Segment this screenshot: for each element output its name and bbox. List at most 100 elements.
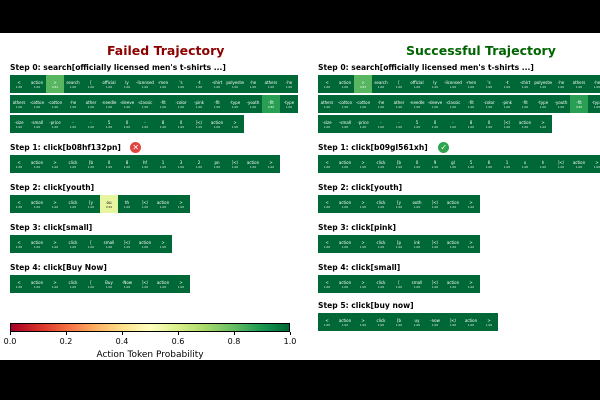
token-text: 1 <box>505 159 509 165</box>
token-probability: 1.00 <box>231 104 239 109</box>
token-cell: ]</1.00 <box>552 155 570 173</box>
token-cell: >1.00 <box>226 115 244 133</box>
token-probability: 1.00 <box>123 84 131 89</box>
token-probability: 1.00 <box>33 204 41 209</box>
token-probability: 1.00 <box>231 124 239 129</box>
token-cell: -shirt 1.00 <box>208 75 226 93</box>
token-probability: 1.00 <box>177 104 185 109</box>
token-cell: click 1.00 <box>372 155 390 173</box>
token-cell: action 1.00 <box>516 115 534 133</box>
token-text: ]</ <box>123 239 131 245</box>
token-cell: -fit 0.88 <box>570 95 588 113</box>
token-text: action <box>30 199 44 205</box>
token-probability: 1.00 <box>323 284 331 289</box>
token-probability: 1.00 <box>69 104 77 109</box>
token-probability: 1.00 <box>123 104 131 109</box>
token-cell: click 1.00 <box>64 275 82 293</box>
token-text: 5 <box>107 119 111 125</box>
token-text: > <box>53 159 57 165</box>
token-probability: 1.00 <box>195 164 203 169</box>
token-text: click <box>68 199 78 205</box>
token-text: click <box>376 239 386 245</box>
token-probability: 1.00 <box>413 204 421 209</box>
token-text: 3 <box>179 159 183 165</box>
token-probability: 1.00 <box>467 164 475 169</box>
token-probability: 1.00 <box>503 104 511 109</box>
token-probability: 1.00 <box>105 284 113 289</box>
token-probability: 1.00 <box>395 204 403 209</box>
token-cell: [p 1.00 <box>390 235 408 253</box>
colorbar-tick-label: 0.8 <box>227 337 241 346</box>
token-probability: 1.00 <box>341 164 349 169</box>
token-cell: [1.00 <box>82 275 100 293</box>
token-text: -sleeve <box>119 99 135 105</box>
token-cell: -fit 1.00 <box>208 95 226 113</box>
token-probability: 1.00 <box>467 244 475 249</box>
token-cell: -1.00 <box>372 115 390 133</box>
token-text: -color <box>483 99 495 105</box>
token-probability: 1.00 <box>593 84 600 89</box>
token-probability: 1.00 <box>15 244 23 249</box>
token-text: action <box>246 159 260 165</box>
token-text: -t <box>505 79 509 85</box>
token-probability: 1.00 <box>159 284 167 289</box>
token-probability: 1.00 <box>431 164 439 169</box>
token-cell: >1.00 <box>462 195 480 213</box>
colorbar-tick-label: 0.4 <box>115 337 129 346</box>
token-probability: 1.00 <box>141 84 149 89</box>
token-probability: 1.00 <box>395 164 403 169</box>
token-probability: 1.00 <box>141 204 149 209</box>
token-cell: -price 1.00 <box>46 115 64 133</box>
token-probability: 1.00 <box>539 164 547 169</box>
token-text: -price <box>49 119 61 125</box>
token-text: click <box>376 159 386 165</box>
token-text: < <box>17 79 21 85</box>
token-probability: 1.00 <box>539 104 547 109</box>
token-text: athers <box>12 99 26 105</box>
token-cell: [1.00 <box>82 235 100 253</box>
token-cell: ]</1.00 <box>426 235 444 253</box>
token-probability: 1.00 <box>341 204 349 209</box>
token-probability: 1.00 <box>51 284 59 289</box>
token-cell: action 1.00 <box>154 195 172 213</box>
colorbar-tick-label: 1.0 <box>283 337 297 346</box>
token-cell: -fit 1.00 <box>462 95 480 113</box>
token-text: [b <box>88 159 94 165</box>
token-probability: 1.00 <box>213 84 221 89</box>
token-cell: Buy 1.00 <box>100 275 118 293</box>
token-cell: 0 1.00 <box>118 115 136 133</box>
token-probability: 1.00 <box>431 204 439 209</box>
token-probability: 1.00 <box>195 84 203 89</box>
token-probability: 1.00 <box>51 164 59 169</box>
token-text: 5 <box>469 159 473 165</box>
token-probability: 1.00 <box>69 164 77 169</box>
token-cell: <1.00 <box>318 275 336 293</box>
step-label: Step 4: click[small] <box>318 263 401 272</box>
token-probability: 1.00 <box>69 244 77 249</box>
token-cell: -1.00 <box>390 115 408 133</box>
colorbar-tick-label: 0.0 <box>3 337 17 346</box>
token-text: -fit <box>468 99 474 105</box>
token-cell: >1.00 <box>462 235 480 253</box>
token-probability: 1.00 <box>575 84 583 89</box>
token-text: > <box>361 279 365 285</box>
token-text: < <box>17 159 21 165</box>
token-cell: -he 1.00 <box>244 75 262 93</box>
token-cell: >0.82 <box>354 75 372 93</box>
token-cell: uy 1.00 <box>408 313 426 331</box>
token-text: action <box>156 199 170 205</box>
token-text: 8 <box>469 119 473 125</box>
token-cell: 0 1.00 <box>480 115 498 133</box>
token-text: - <box>90 119 92 125</box>
token-text: > <box>233 119 237 125</box>
token-text: -type <box>591 99 600 105</box>
token-text: outh <box>412 199 422 205</box>
token-cell: -polyester1.00 <box>226 75 244 93</box>
token-cell: action 1.00 <box>570 155 588 173</box>
token-cell: [b 1.00 <box>390 155 408 173</box>
token-strip: <1.00 action 1.00 >1.00 click 1.00[1.00 small 1… <box>10 235 172 253</box>
token-cell: >1.00 <box>172 195 190 213</box>
token-probability: 1.00 <box>485 124 493 129</box>
token-probability: 1.00 <box>15 84 23 89</box>
token-probability: 1.00 <box>557 104 565 109</box>
